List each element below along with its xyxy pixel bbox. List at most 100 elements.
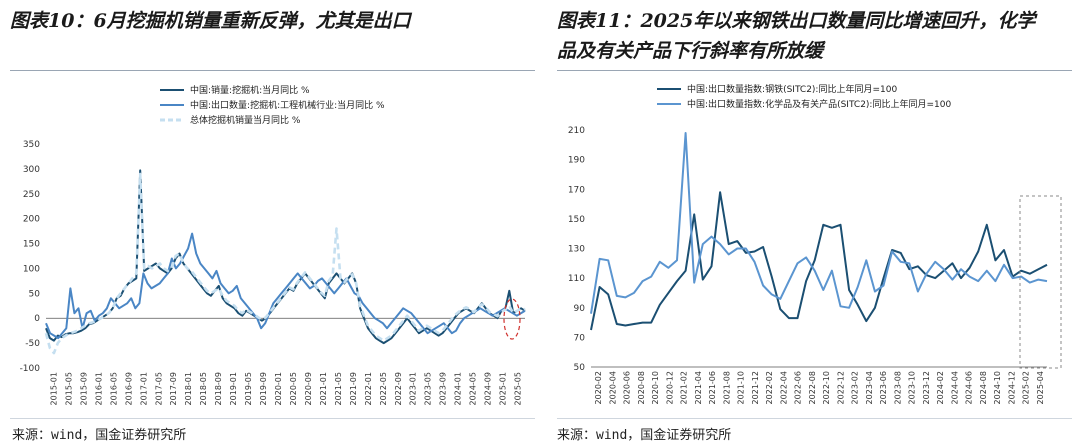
y-tick-label: -100 [20, 364, 41, 374]
x-tick-label: 2020-12 [665, 371, 674, 404]
left-header-rule [10, 70, 535, 71]
x-tick-label: 2023-09 [439, 372, 448, 405]
x-tick-label: 2025-02 [1022, 371, 1031, 404]
series-line-2 [45, 232, 526, 340]
x-tick-label: 2021-05 [334, 372, 343, 405]
x-tick-label: 2021-08 [722, 371, 731, 404]
x-tick-label: 2020-04 [608, 371, 617, 404]
x-tick-label: 2018-05 [199, 372, 208, 405]
x-tick-label: 2023-08 [893, 371, 902, 404]
export-index-chart: 50 70 90 110 130 150 170 190 210 2020-02 2020-04 20… [568, 83, 1062, 404]
y-tick-label: 90 [574, 304, 586, 314]
x-tick-label: 2018-09 [214, 372, 223, 405]
x-tick-label: 2015-05 [64, 372, 73, 405]
x-tick-label: 2025-04 [1036, 371, 1045, 404]
y-tick-label: 350 [23, 140, 40, 150]
x-tick-label: 2021-01 [319, 372, 328, 405]
x-tick-label: 2023-12 [922, 371, 931, 404]
x-tick-label: 2025-05 [514, 372, 523, 405]
legend-label: 总体挖掘机销量当月同比 % [190, 114, 301, 126]
series-line-2 [590, 132, 1048, 314]
x-tick-label: 2015-01 [49, 372, 58, 405]
x-tick-label: 2017-05 [154, 372, 163, 405]
x-tick-label: 2021-09 [349, 372, 358, 405]
x-tick-label: 2022-05 [379, 372, 388, 405]
chart-right-title-line2: 品及有关产品下行斜率有所放缓 [557, 40, 824, 62]
x-tick-label: 2019-01 [229, 372, 238, 405]
x-tick-label: 2025-01 [499, 372, 508, 405]
y-tick-label: 70 [574, 333, 586, 343]
x-tick-label: 2020-09 [304, 372, 313, 405]
x-tick-label: 2022-01 [364, 372, 373, 405]
right-header-rule [557, 70, 1072, 71]
chart-right-title: 图表11：2025年以来钢铁出口数量同比增速回升，化学 品及有关产品下行斜率有所… [557, 6, 1072, 66]
x-tick-label: 2022-12 [836, 371, 845, 404]
x-tick-label: 2024-10 [993, 371, 1002, 404]
x-tick-label: 2022-06 [794, 371, 803, 404]
x-tick-label: 2023-01 [409, 372, 418, 405]
y-tick-label: 200 [23, 215, 40, 225]
x-tick-label: 2022-08 [808, 371, 817, 404]
x-tick-label: 2019-09 [259, 372, 268, 405]
x-tick-label: 2023-02 [851, 371, 860, 404]
y-tick-label: 50 [29, 289, 41, 299]
x-tick-label: 2023-06 [879, 371, 888, 404]
y-tick-label: 250 [23, 190, 40, 200]
x-tick-label: 2024-12 [1007, 371, 1016, 404]
left-source-note: 来源：wind，国金证券研究所 [12, 428, 187, 443]
chart-right-title-line1: 图表11：2025年以来钢铁出口数量同比增速回升，化学 [557, 10, 1036, 32]
x-tick-label: 2022-09 [394, 372, 403, 405]
x-tick-label: 2015-09 [79, 372, 88, 405]
excavator-sales-chart: -100 -50 0 50 100 150 200 250 300 350 2015-01 2015-… [20, 84, 526, 405]
x-tick-label: 2023-10 [908, 371, 917, 404]
x-tick-label: 2021-04 [694, 371, 703, 404]
x-tick-label: 2021-02 [680, 371, 689, 404]
highlight-ellipse [503, 298, 521, 340]
y-tick-label: 170 [568, 185, 585, 195]
series-line-1 [590, 191, 1048, 331]
y-tick-label: 150 [23, 240, 40, 250]
legend-label: 中国:销量:挖掘机:当月同比 % [190, 84, 310, 96]
x-tick-label: 2020-01 [274, 372, 283, 405]
x-tick-label: 2016-01 [94, 372, 103, 405]
y-tick-label: 110 [568, 274, 585, 284]
legend-label: 中国:出口数量:挖掘机:工程机械行业:当月同比 % [190, 99, 385, 111]
x-tick-label: 2019-05 [244, 372, 253, 405]
x-tick-label: 2024-08 [979, 371, 988, 404]
x-tick-label: 2023-04 [865, 371, 874, 404]
x-tick-label: 2020-02 [594, 371, 603, 404]
chart-left-title: 图表10：6月挖掘机销量重新反弹，尤其是出口 [10, 10, 411, 32]
x-tick-label: 2020-06 [623, 371, 632, 404]
left-footer-rule [10, 418, 535, 419]
y-tick-label: -50 [25, 339, 40, 349]
x-tick-label: 2024-01 [454, 372, 463, 405]
x-tick-label: 2020-08 [637, 371, 646, 404]
right-source-note: 来源：wind，国金证券研究所 [557, 428, 732, 443]
series-line-1 [45, 169, 526, 345]
x-tick-label: 2018-01 [184, 372, 193, 405]
y-tick-label: 150 [568, 215, 585, 225]
y-tick-label: 210 [568, 126, 585, 136]
x-tick-label: 2021-10 [737, 371, 746, 404]
x-tick-label: 2017-01 [139, 372, 148, 405]
x-tick-label: 2020-05 [289, 372, 298, 405]
series-line-3 [44, 172, 526, 355]
x-tick-label: 2024-04 [950, 371, 959, 404]
x-tick-label: 2016-05 [109, 372, 118, 405]
y-tick-label: 100 [23, 264, 40, 274]
x-tick-label: 2023-05 [424, 372, 433, 405]
x-tick-label: 2017-09 [169, 372, 178, 405]
x-tick-label: 2021-12 [751, 371, 760, 404]
y-tick-label: 50 [574, 363, 586, 373]
x-tick-label: 2020-10 [651, 371, 660, 404]
legend-label: 中国:出口数量指数:钢铁(SITC2):同比上年同月=100 [687, 83, 897, 95]
x-tick-label: 2022-10 [822, 371, 831, 404]
x-tick-label: 2024-05 [469, 372, 478, 405]
y-tick-label: 0 [34, 314, 40, 324]
x-tick-label: 2024-06 [965, 371, 974, 404]
y-tick-label: 190 [568, 156, 585, 166]
x-tick-label: 2024-02 [936, 371, 945, 404]
x-tick-label: 2022-04 [779, 371, 788, 404]
legend-label: 中国:出口数量指数:化学品及有关产品(SITC2):同比上年同月=100 [687, 98, 951, 110]
right-footer-rule [557, 418, 1072, 419]
